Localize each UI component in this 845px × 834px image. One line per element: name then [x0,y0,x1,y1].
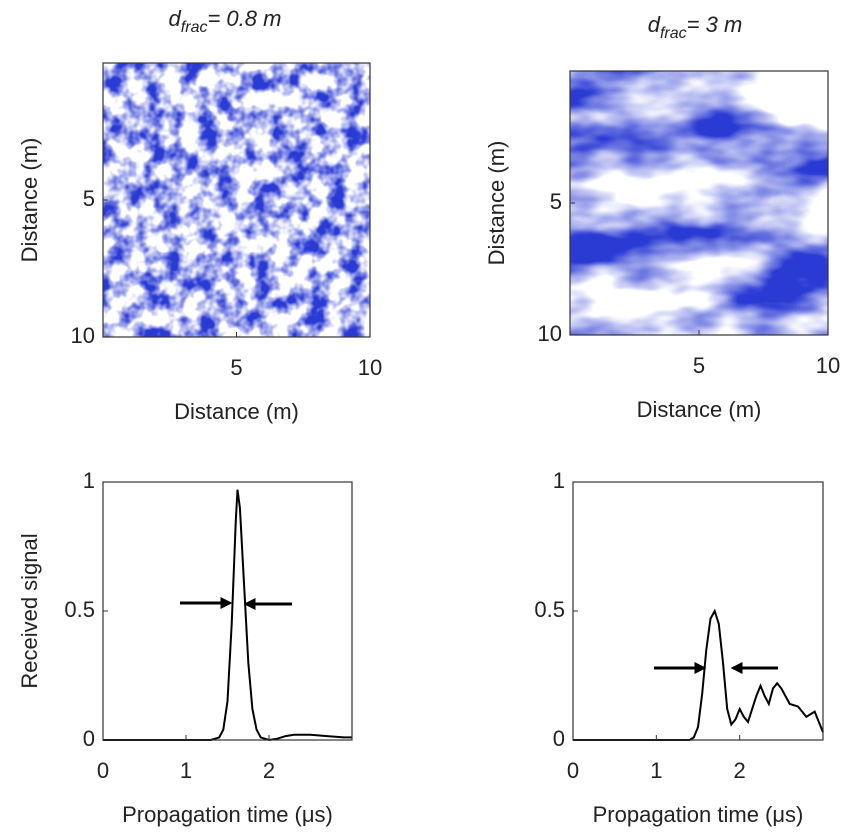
x-tick-label: 10 [816,353,840,378]
x-tick-label: 2 [734,758,746,783]
title-subscript: frac [181,19,208,36]
title-value: = 3 m [687,12,743,37]
x-tick-label: 2 [263,758,275,783]
y-tick-label: 0 [553,726,565,751]
x-tick-label: 0 [97,758,109,783]
y-tick-label: 10 [538,321,562,346]
y-tick-label: 0.5 [64,597,95,622]
panel-title: dfrac= 3 m [648,12,743,42]
signal-line [103,489,352,742]
random-field [570,71,828,335]
panel-title: dfrac= 0.8 m [169,6,282,36]
random-field [103,63,370,337]
x-tick-label: 1 [180,758,192,783]
signal-line [573,608,824,741]
y-axis-label: Distance (m) [17,138,42,263]
x-axis-label: Distance (m) [637,397,762,422]
x-tick-label: 5 [693,353,705,378]
axes-frame [572,481,824,741]
y-axis-label: Distance (m) [484,141,509,266]
y-tick-label: 1 [83,468,95,493]
title-subscript: frac [660,25,687,42]
x-axis-label: Propagation time (μs) [122,802,333,827]
title-symbol: d [169,6,182,31]
x-axis-label: Distance (m) [174,399,299,424]
x-tick-label: 1 [650,758,662,783]
y-tick-label: 0.5 [534,597,565,622]
x-axis-label: Propagation time (μs) [593,802,804,827]
y-tick-label: 10 [71,323,95,348]
y-tick-label: 5 [550,189,562,214]
title-value: = 0.8 m [207,6,281,31]
title-symbol: d [648,12,661,37]
y-tick-label: 5 [83,186,95,211]
x-tick-label: 0 [567,758,579,783]
x-tick-label: 5 [230,355,242,380]
y-tick-label: 1 [553,468,565,493]
x-tick-label: 10 [358,355,382,380]
y-tick-label: 0 [83,726,95,751]
y-axis-label: Received signal [17,533,42,688]
